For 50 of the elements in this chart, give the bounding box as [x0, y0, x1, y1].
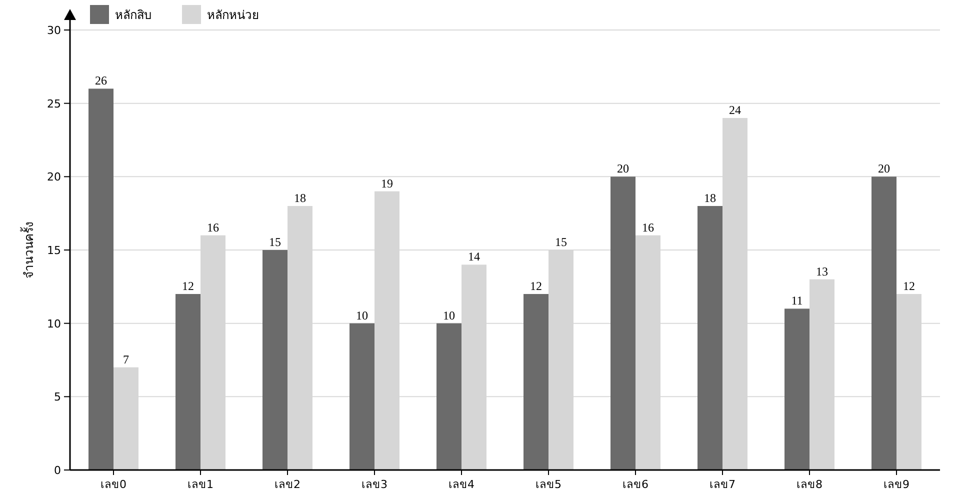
x-tick-label: เลข3 — [362, 478, 388, 491]
x-tick-label: เลข6 — [622, 478, 648, 491]
x-tick-label: เลข5 — [536, 478, 562, 491]
bar — [262, 250, 288, 470]
legend-label: หลักหน่วย — [207, 8, 259, 22]
data-label: 15 — [555, 235, 567, 249]
data-label: 15 — [269, 235, 281, 249]
bar — [88, 88, 114, 470]
y-tick-label: 5 — [54, 390, 61, 404]
bar — [350, 323, 374, 470]
y-tick-label: 0 — [54, 464, 61, 477]
legend-label: หลักสิบ — [115, 8, 152, 22]
data-label: 12 — [182, 279, 194, 293]
data-label: 24 — [729, 103, 741, 117]
data-label: 20 — [878, 162, 890, 176]
data-label: 14 — [468, 250, 480, 264]
data-label: 10 — [356, 308, 368, 322]
data-label: 11 — [791, 294, 803, 308]
y-tick-label: 10 — [47, 317, 61, 330]
bar — [176, 294, 200, 470]
bar — [436, 323, 462, 470]
data-label: 16 — [642, 220, 654, 234]
x-tick-label: เลข0 — [100, 478, 126, 491]
data-label: 19 — [381, 176, 393, 190]
data-label: 12 — [530, 279, 542, 293]
data-label: 18 — [704, 191, 716, 205]
data-label: 16 — [207, 220, 219, 234]
bar — [698, 206, 722, 470]
data-label: 7 — [123, 352, 129, 366]
x-tick-label: เลข2 — [274, 478, 300, 491]
y-tick-label: 30 — [47, 24, 61, 37]
data-label: 18 — [294, 191, 306, 205]
data-label: 26 — [95, 74, 107, 88]
data-label: 13 — [816, 264, 828, 278]
x-tick-label: เลข1 — [188, 478, 214, 491]
x-tick-label: เลข4 — [448, 478, 474, 491]
x-tick-label: เลข8 — [796, 478, 822, 491]
y-tick-label: 15 — [47, 244, 61, 257]
bar — [610, 176, 636, 470]
data-label: 12 — [903, 279, 915, 293]
bar — [872, 176, 896, 470]
bar — [524, 294, 548, 470]
bar — [784, 308, 810, 470]
y-axis-title: จำนวนครั้ง — [20, 222, 36, 278]
data-label: 20 — [617, 162, 629, 176]
x-tick-label: เลข7 — [710, 478, 736, 491]
y-tick-label: 20 — [47, 170, 61, 184]
x-tick-label: เลข9 — [884, 478, 910, 491]
data-label: 10 — [443, 308, 455, 322]
y-tick-label: 25 — [47, 97, 61, 110]
